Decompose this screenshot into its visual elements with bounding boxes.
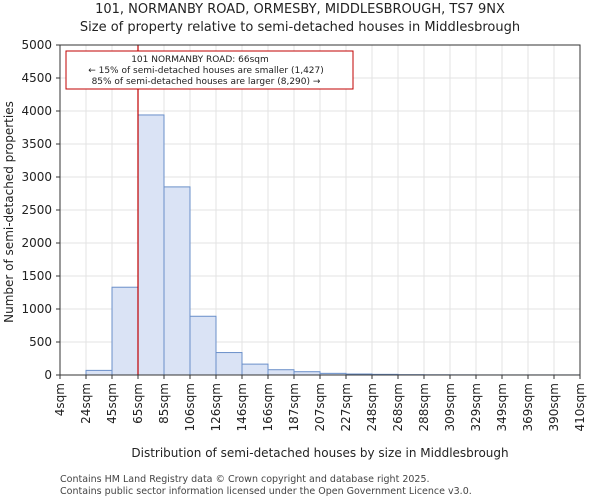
x-tick-label: 187sqm	[287, 383, 301, 431]
x-tick-label: 126sqm	[209, 383, 223, 431]
x-tick-label: 146sqm	[235, 383, 249, 431]
x-tick-label: 288sqm	[417, 383, 431, 431]
y-tick-label: 2000	[21, 236, 52, 250]
y-tick-label: 500	[29, 335, 52, 349]
footer-line-1: Contains HM Land Registry data © Crown c…	[60, 474, 430, 485]
x-tick-label: 65sqm	[131, 383, 145, 424]
y-tick-label: 2500	[21, 203, 52, 217]
histogram-bar	[267, 369, 295, 376]
x-tick-label: 369sqm	[521, 383, 535, 431]
chart-title: 101, NORMANBY ROAD, ORMESBY, MIDDLESBROU…	[95, 2, 505, 17]
annotation-line-2: ← 15% of semi-detached houses are smalle…	[88, 66, 324, 76]
histogram-bar	[215, 352, 243, 376]
y-tick-label: 4500	[21, 71, 52, 85]
y-tick-label: 4000	[21, 104, 52, 118]
histogram-bar	[137, 114, 165, 376]
x-tick-label: 24sqm	[79, 383, 93, 424]
histogram-bar	[111, 286, 139, 376]
x-tick-label: 410sqm	[573, 383, 587, 431]
annotation-line-3: 85% of semi-detached houses are larger (…	[92, 77, 321, 87]
x-tick-label: 207sqm	[313, 383, 327, 431]
histogram-bar	[85, 369, 113, 376]
y-tick-label: 3000	[21, 170, 52, 184]
x-tick-label: 248sqm	[365, 383, 379, 431]
y-tick-label: 1000	[21, 302, 52, 316]
y-axis-label: Number of semi-detached properties	[2, 101, 16, 323]
x-tick-label: 85sqm	[157, 383, 171, 424]
annotation-box: 101 NORMANBY ROAD: 66sqm ← 15% of semi-d…	[65, 50, 354, 90]
x-axis-label: Distribution of semi-detached houses by …	[131, 446, 508, 460]
y-tick-label: 5000	[21, 38, 52, 52]
x-tick-label: 349sqm	[495, 383, 509, 431]
histogram-bar	[189, 315, 217, 376]
chart-subtitle: Size of property relative to semi-detach…	[80, 20, 520, 35]
histogram-bar	[241, 363, 269, 376]
y-tick-label: 3500	[21, 137, 52, 151]
x-tick-label: 45sqm	[105, 383, 119, 424]
histogram-bar	[163, 186, 191, 376]
x-tick-label: 166sqm	[261, 383, 275, 431]
x-tick-label: 329sqm	[469, 383, 483, 431]
x-tick-label: 4sqm	[53, 383, 67, 416]
x-tick-label: 106sqm	[183, 383, 197, 431]
x-tick-label: 227sqm	[339, 383, 353, 431]
y-tick-label: 0	[44, 368, 52, 382]
x-tick-label: 268sqm	[391, 383, 405, 431]
annotation-line-1: 101 NORMANBY ROAD: 66sqm	[131, 55, 269, 65]
x-tick-label: 309sqm	[443, 383, 457, 431]
x-tick-label: 390sqm	[547, 383, 561, 431]
y-tick-label: 1500	[21, 269, 52, 283]
footer-line-2: Contains public sector information licen…	[60, 486, 472, 497]
